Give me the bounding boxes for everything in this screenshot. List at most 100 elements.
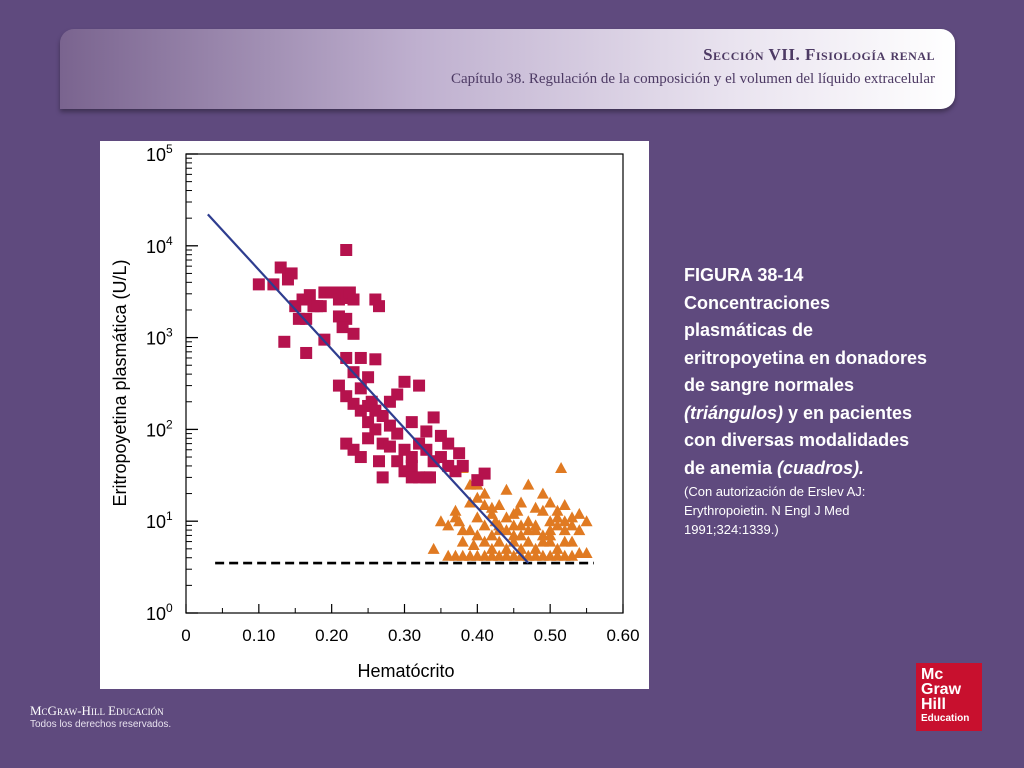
square-point	[391, 427, 404, 440]
triangle-point	[478, 499, 491, 511]
axis-ticks	[185, 153, 624, 614]
triangle-point	[566, 511, 579, 523]
triangle-point	[544, 515, 557, 527]
square-point	[332, 379, 345, 392]
figure-credit: (Con autorización de Erslev AJ: Erythrop…	[684, 484, 866, 537]
square-point	[420, 443, 433, 456]
x-tick-label: 0.40	[461, 626, 494, 645]
triangle-point	[536, 529, 549, 541]
x-tick-label: 0	[181, 626, 190, 645]
triangle-point	[558, 515, 571, 527]
y-tick-label: 102	[146, 417, 173, 440]
triangle-point	[522, 478, 535, 490]
square-point	[398, 375, 411, 388]
square-point	[434, 451, 447, 464]
triangle-point	[536, 487, 549, 499]
triangle-point	[551, 542, 564, 554]
square-point	[449, 465, 462, 478]
x-tick-label: 0.20	[315, 626, 348, 645]
triangle-point	[558, 499, 571, 511]
triangle-point	[478, 487, 491, 499]
regression-line	[207, 213, 530, 564]
triangle-point	[471, 511, 484, 523]
triangle-point	[478, 535, 491, 547]
triangle-point	[551, 511, 564, 523]
x-tick-label: 0.60	[606, 626, 639, 645]
triangle-point	[449, 504, 462, 516]
square-point	[303, 289, 316, 302]
square-point	[427, 411, 440, 424]
publisher-name: McGraw-Hill Educación	[30, 703, 164, 718]
triangle-point	[500, 483, 513, 495]
y-axis-label: Eritropoyetina plasmática (U/L)	[110, 259, 130, 506]
square-point	[362, 371, 375, 384]
square-series	[252, 244, 491, 487]
triangle-point	[500, 542, 513, 554]
square-point	[423, 471, 436, 484]
triangle-point	[580, 547, 593, 559]
triangle-point	[485, 529, 498, 541]
logo-line-2: Graw	[921, 681, 962, 698]
square-point	[354, 351, 367, 364]
triangle-point	[467, 539, 480, 551]
square-point	[347, 293, 360, 306]
triangle-point	[453, 515, 466, 527]
x-axis-label: Hematócrito	[357, 661, 454, 681]
square-point	[347, 443, 360, 456]
square-point	[340, 244, 353, 257]
figure-caption: FIGURA 38-14 Concentraciones plasmáticas…	[684, 262, 934, 539]
triangle-point	[471, 529, 484, 541]
x-tick-label: 0.10	[242, 626, 275, 645]
figure-label: FIGURA 38-14	[684, 265, 804, 285]
square-point	[391, 455, 404, 468]
square-point	[340, 351, 353, 364]
triangle-point	[544, 496, 557, 508]
triangle-point	[566, 549, 579, 561]
triangle-point	[442, 519, 455, 531]
square-point	[314, 300, 327, 313]
triangle-point	[464, 524, 477, 536]
square-point	[383, 440, 396, 453]
logo-line-1: Mc	[921, 666, 944, 683]
triangle-point	[464, 496, 477, 508]
y-tick-label: 103	[146, 326, 173, 349]
triangle-point	[529, 501, 542, 513]
regression-line-layer	[207, 213, 530, 564]
triangle-point	[493, 535, 506, 547]
triangle-point	[566, 519, 579, 531]
squares-label: (cuadros).	[777, 457, 865, 478]
scatter-chart: 0 0.10 0.20 0.30 0.40 0.50 0.60 100 101 102 103 104…	[110, 142, 640, 681]
triangle-point	[511, 504, 524, 516]
triangle-point	[529, 542, 542, 554]
x-tick-label: 0.30	[388, 626, 421, 645]
triangle-point	[555, 461, 568, 473]
square-point	[471, 474, 484, 487]
triangle-point	[558, 524, 571, 536]
chapter-title: Capítulo 38. Regulación de la composició…	[450, 71, 935, 87]
triangle-point	[580, 515, 593, 527]
triangle-point	[427, 542, 440, 554]
triangle-point	[507, 519, 520, 531]
square-point	[413, 379, 426, 392]
tick-labels: 0 0.10 0.20 0.30 0.40 0.50 0.60 100 101 102 103 104…	[146, 142, 640, 645]
triangle-point	[500, 511, 513, 523]
square-point	[391, 388, 404, 401]
square-point	[420, 425, 433, 438]
square-point	[373, 455, 386, 468]
square-point	[300, 312, 313, 325]
square-point	[405, 416, 418, 429]
triangle-point	[434, 515, 447, 527]
triangle-point	[522, 535, 535, 547]
figure-panel: 0 0.10 0.20 0.30 0.40 0.50 0.60 100 101 102 103 104…	[100, 141, 649, 689]
triangle-point	[573, 524, 586, 536]
triangles-label: (triángulos)	[684, 402, 783, 423]
rights-notice: Todos los derechos reservados.	[30, 719, 172, 730]
square-point	[252, 278, 265, 291]
section-title: Sección VII. Fisiología renal	[703, 45, 935, 64]
triangle-point	[573, 507, 586, 519]
square-point	[413, 471, 426, 484]
square-point	[354, 404, 367, 417]
y-tick-label: 100	[146, 601, 173, 624]
triangle-point	[456, 535, 469, 547]
square-point	[285, 267, 298, 280]
